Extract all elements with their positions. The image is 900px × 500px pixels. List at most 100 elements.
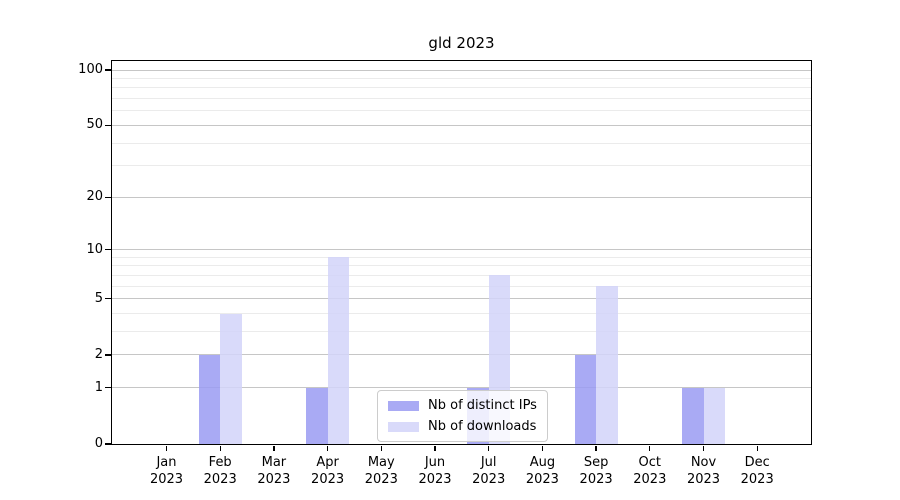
x-tick-label-month: Jun: [424, 455, 446, 470]
x-tick-label-month: Dec: [744, 455, 770, 470]
bar-distinct-ips: [198, 354, 221, 444]
plot-area: gld 2023 0 1 2 5 10 20 50 100 Jan 2023 Feb 2023 Mar…: [78, 34, 812, 487]
gridline-minor: [112, 285, 811, 287]
x-tick-label-month: Oct: [638, 455, 662, 470]
y-tick-mark: [105, 196, 111, 198]
y-tick-label: 1: [94, 379, 103, 395]
y-tick-mark: [105, 249, 111, 251]
bars-layer: [112, 61, 811, 444]
x-tick-label: Jul 2023: [449, 454, 529, 488]
legend-swatch-downloads: [388, 421, 419, 432]
x-tick-label: Feb 2023: [180, 454, 260, 488]
x-axis: Jan 2023 Feb 2023 Mar 2023 Apr 2023 May 2023 Jun 20…: [112, 61, 811, 487]
x-tick-mark: [541, 445, 544, 451]
x-tick-label-year: 2023: [472, 472, 506, 487]
y-tick-label: 50: [86, 117, 103, 133]
bar-distinct-ips: [574, 354, 597, 444]
x-tick-mark: [219, 445, 221, 451]
gridline-minor: [112, 165, 811, 167]
x-tick-label: May 2023: [341, 454, 421, 488]
bar-downloads: [220, 313, 242, 444]
x-tick-mark: [434, 445, 436, 451]
x-tick-label-month: Jan: [156, 455, 177, 470]
y-tick-mark: [105, 298, 111, 300]
gridline-minor: [112, 110, 811, 112]
chart-title: gld 2023: [428, 34, 495, 52]
y-tick-label: 2: [94, 346, 103, 362]
gridline-minor: [112, 265, 811, 267]
x-tick-mark: [756, 445, 758, 451]
legend-label-distinct-ips: Nb of distinct IPs: [428, 398, 537, 413]
x-tick-label: Apr 2023: [288, 454, 368, 488]
y-tick-label: 5: [94, 290, 103, 306]
x-tick-label-year: 2023: [149, 472, 184, 487]
gridline-major: [112, 124, 811, 126]
x-tick-label-month: Nov: [690, 455, 717, 470]
y-tick-mark: [105, 354, 111, 356]
x-tick-label-month: Jul: [480, 455, 497, 470]
legend-swatch-distinct-ips: [388, 400, 419, 411]
gridline-major: [112, 249, 811, 251]
x-tick-label-year: 2023: [203, 472, 237, 487]
gridline-major: [112, 354, 811, 356]
x-tick-label: Aug 2023: [502, 454, 582, 488]
x-tick-mark: [702, 445, 705, 451]
gridline-major: [112, 69, 811, 71]
x-tick-mark: [165, 445, 168, 451]
x-tick-mark: [488, 445, 490, 451]
bar-downloads: [596, 286, 618, 444]
x-tick-label: Nov 2023: [664, 454, 744, 488]
legend-item-downloads: Nb of downloads: [388, 418, 537, 435]
x-tick-label-month: May: [367, 455, 395, 470]
x-tick-label: Mar 2023: [234, 454, 314, 488]
x-tick-label-year: 2023: [633, 472, 667, 487]
x-tick-label: Dec 2023: [717, 454, 797, 488]
x-tick-label-month: Apr: [316, 455, 339, 470]
x-tick-label-month: Aug: [529, 455, 556, 470]
legend-label-downloads: Nb of downloads: [428, 419, 537, 434]
x-tick-label-month: Sep: [583, 455, 609, 470]
gridline-minor: [112, 331, 811, 333]
bar-downloads: [327, 257, 350, 444]
gridline-major: [112, 298, 811, 300]
y-tick-label: 100: [78, 62, 103, 77]
x-tick-mark: [380, 445, 382, 451]
gridline-minor: [112, 313, 811, 315]
gridline-minor: [112, 98, 811, 100]
y-tick-mark: [105, 124, 111, 127]
y-tick-label: 20: [86, 189, 103, 205]
x-tick-label-year: 2023: [686, 472, 721, 487]
x-tick-mark: [326, 445, 329, 451]
x-tick-label: Jun 2023: [395, 454, 475, 488]
x-tick-label-year: 2023: [257, 472, 291, 487]
gridline-major: [112, 196, 811, 198]
x-tick-label-month: Mar: [261, 455, 287, 470]
x-tick-label: Sep 2023: [556, 454, 636, 488]
x-tick-label-year: 2023: [579, 472, 613, 487]
y-axis: 0 1 2 5 10 20 50 100: [78, 61, 811, 451]
y-tick-mark: [105, 387, 111, 389]
legend: Nb of distinct IPs Nb of downloads: [377, 390, 548, 442]
x-tick-label-year: 2023: [525, 472, 559, 487]
bar-distinct-ips: [306, 387, 328, 444]
gridline-minor: [112, 256, 811, 258]
gridline-major: [112, 387, 811, 389]
gridline-minor: [112, 274, 811, 276]
bar-distinct-ips: [682, 387, 704, 444]
x-tick-label-year: 2023: [418, 472, 452, 487]
y-tick-mark: [105, 69, 111, 71]
y-tick-label: 10: [86, 241, 103, 257]
y-tick-label: 0: [94, 436, 103, 451]
x-tick-mark: [273, 445, 275, 451]
x-tick-mark: [595, 445, 597, 451]
x-tick-label-year: 2023: [740, 472, 774, 487]
bar-downloads: [703, 387, 725, 444]
x-tick-label: Jan 2023: [127, 454, 207, 488]
x-tick-label-month: Feb: [208, 455, 232, 470]
gridlines-layer: [112, 61, 811, 444]
gridline-minor: [112, 87, 811, 89]
x-tick-label: Oct 2023: [610, 454, 690, 488]
gridline-minor: [112, 142, 811, 144]
legend-item-distinct-ips: Nb of distinct IPs: [388, 397, 537, 414]
